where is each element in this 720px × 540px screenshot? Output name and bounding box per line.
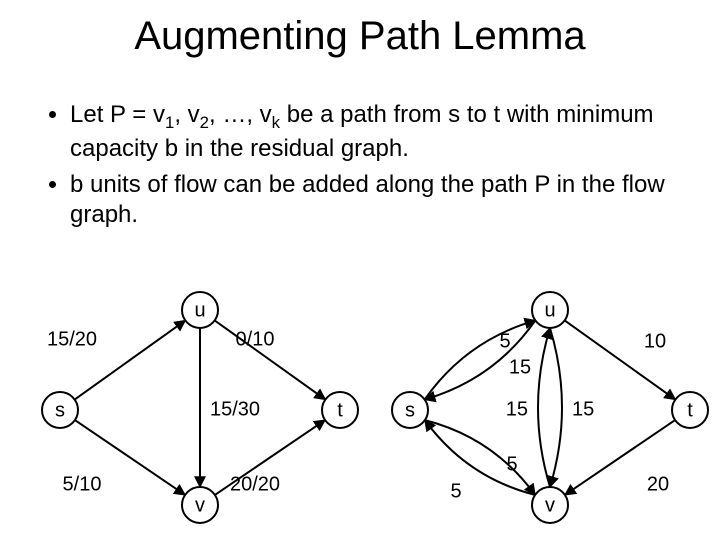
bullet-1-text-c: , …, v (209, 101, 272, 128)
edge-s-v (425, 420, 535, 495)
node-label-v: v (545, 494, 555, 516)
edge-label-u-t: 0/10 (236, 328, 275, 350)
edge-label-u-v: 15/30 (210, 398, 260, 420)
node-label-s: s (405, 399, 415, 421)
edge-label-v-t: 20/20 (230, 473, 280, 495)
node-label-u: u (544, 299, 555, 321)
bullet-list: Let P = v1, v2, …, vk be a path from s t… (46, 100, 686, 236)
edge-label-s-u: 15/20 (47, 328, 97, 350)
node-label-s: s (55, 399, 65, 421)
node-label-t: t (687, 399, 693, 421)
node-label-t: t (337, 399, 343, 421)
node-label-u: u (194, 299, 205, 321)
edge-label-v-s: 5 (506, 453, 517, 475)
edge-label-u-s: 15 (509, 356, 531, 378)
flow-graph: 15/20 0/10 15/30 5/10 20/20 s u v t (40, 290, 360, 520)
bullet-1-sub-3: k (272, 113, 280, 132)
edge-label-u-t: 10 (644, 330, 666, 352)
bullet-2: b units of flow can be added along the p… (70, 170, 686, 230)
edge-v-u (538, 328, 550, 487)
edge-label-u-v: 15 (506, 398, 528, 420)
edge-label-s-v: 5/10 (63, 473, 102, 495)
residual-graph: 5 15 10 15 15 5 5 20 s u v t (390, 290, 710, 520)
bullet-1-text-b: , v (174, 101, 199, 128)
bullet-1-text-a: Let P = v (70, 101, 165, 128)
edge-label-t-v: 20 (647, 473, 669, 495)
bullet-1: Let P = v1, v2, …, vk be a path from s t… (70, 100, 686, 164)
edge-u-v (550, 328, 562, 487)
slide-title: Augmenting Path Lemma (0, 14, 720, 59)
bullet-1-sub-2: 2 (200, 113, 209, 132)
edge-v-s (425, 420, 535, 495)
bullet-1-sub-1: 1 (165, 113, 174, 132)
edge-label-s-v: 5 (450, 480, 461, 502)
node-label-v: v (195, 494, 205, 516)
edge-label-s-u: 5 (499, 330, 510, 352)
edge-label-v-u: 15 (572, 398, 594, 420)
